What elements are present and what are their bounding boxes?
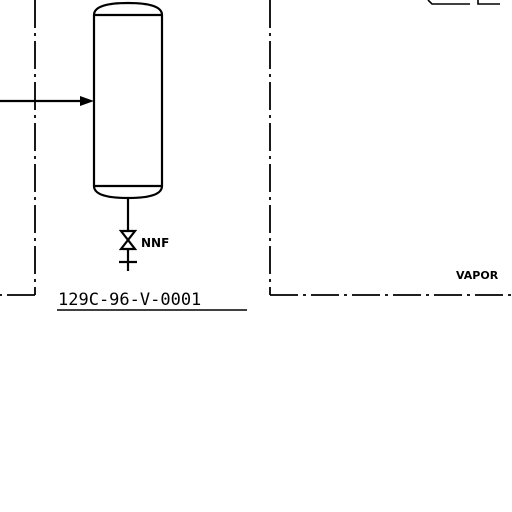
stream-note: VAPOR — [456, 269, 499, 282]
inlet-line — [0, 96, 94, 106]
vessel-129c-96-v-0001 — [92, 1, 164, 200]
gate-valve-icon — [118, 229, 138, 251]
valve-note: NNF — [141, 236, 169, 250]
left-boundary — [0, 0, 36, 296]
cutoff-tag-fragment — [427, 0, 500, 5]
flow-arrow-icon — [80, 96, 94, 106]
drain-line — [118, 198, 138, 271]
equipment-tag: 129C-96-V-0001 — [58, 290, 201, 310]
right-boundary — [269, 0, 512, 296]
